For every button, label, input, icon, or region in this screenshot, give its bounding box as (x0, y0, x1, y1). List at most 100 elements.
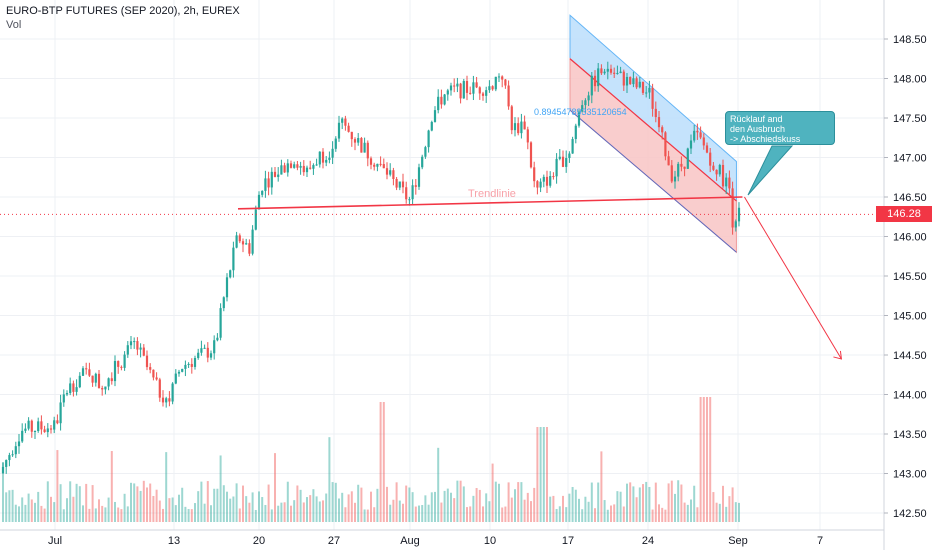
candle-body (155, 377, 158, 380)
candle-body (165, 398, 168, 403)
price-tick-label: 144.50 (893, 350, 927, 362)
candle-body (497, 76, 501, 78)
volume-bar (277, 505, 280, 522)
volume-bar (549, 496, 552, 522)
time-tick-label: 13 (168, 535, 180, 547)
candle-body (337, 122, 341, 139)
volume-bar (190, 509, 193, 522)
volume-bar (389, 504, 392, 522)
volume-bar (11, 489, 14, 522)
volume-bar (446, 488, 449, 522)
candle-body (568, 153, 571, 159)
candle-body (424, 147, 427, 157)
volume-bar (347, 494, 350, 522)
candle-body (305, 167, 309, 173)
candle-body (603, 71, 606, 74)
candle-body (533, 167, 536, 182)
volume-bar (258, 491, 260, 522)
volume-bar (462, 486, 465, 522)
candles (1, 61, 741, 474)
volume-bar (50, 496, 52, 522)
volume-bar (350, 491, 353, 522)
volume-bar (184, 506, 187, 522)
volume-bar (616, 491, 619, 522)
volume-bar (53, 502, 56, 522)
volume-bar (37, 491, 40, 522)
volume-bar (149, 483, 152, 522)
candle-body (229, 270, 232, 278)
candle-body (417, 167, 421, 187)
volume-bar (434, 491, 436, 522)
volume-bar (664, 509, 667, 522)
candle-body (600, 68, 603, 74)
candle-body (721, 164, 725, 187)
volume-bar (254, 509, 257, 522)
volume-bar (168, 498, 171, 522)
candle-body (632, 78, 635, 85)
volume-bar (379, 402, 382, 522)
candle-body (149, 367, 152, 370)
volume-bar (536, 427, 539, 522)
candle-body (549, 176, 552, 186)
candle-body (1, 466, 5, 474)
volume-bar (363, 509, 366, 522)
volume-bar (728, 496, 731, 522)
volume-bar (56, 450, 59, 522)
volume-bar (667, 483, 670, 522)
candle-body (360, 138, 363, 153)
volume-bar (466, 507, 468, 522)
volume-bar (581, 509, 584, 522)
price-tick-label: 148.00 (893, 74, 927, 86)
candle-body (613, 72, 616, 74)
volume-bar (152, 495, 155, 522)
candle-body (309, 167, 312, 169)
candle-body (174, 373, 177, 384)
candle-body (542, 176, 545, 182)
candle-body (590, 75, 593, 96)
volume-bar (642, 484, 644, 522)
volume-bar (590, 482, 593, 522)
candle-body (238, 235, 241, 242)
candle-body (689, 140, 693, 149)
volume-bar (405, 485, 408, 522)
candle-body (453, 85, 456, 87)
candle-body (587, 95, 590, 101)
candle-body (648, 87, 651, 93)
candle-body (686, 148, 689, 169)
candle-body (21, 430, 24, 442)
candle-body (558, 156, 561, 159)
volume-bar (517, 482, 520, 522)
volume-bar (158, 500, 161, 522)
candle-body (520, 121, 523, 134)
volume-bar (40, 505, 43, 522)
candle-body (302, 165, 305, 173)
volume-bar (715, 502, 718, 522)
volume-bar (472, 495, 475, 522)
callout-box[interactable]: Rücklauf and den Ausbruch -> Abschiedsku… (725, 111, 835, 145)
volume-indicator-label: Vol (6, 19, 22, 31)
candle-body (683, 166, 686, 169)
candle-body (478, 87, 481, 94)
candle-body (577, 111, 581, 126)
volume-bar (165, 452, 168, 522)
candle-body (734, 221, 737, 228)
volume-bar (178, 494, 180, 522)
candle-body (414, 185, 417, 187)
candle-body (641, 81, 645, 93)
volume-bar (5, 492, 8, 522)
projection-arrowhead (833, 350, 843, 360)
candle-body (91, 375, 94, 383)
volume-bar (568, 493, 571, 522)
volume-bar (661, 507, 664, 522)
candle-body (161, 397, 165, 403)
candle-body (523, 121, 526, 130)
volume-bar (280, 502, 283, 522)
volume-bar (386, 486, 388, 522)
candle-body (699, 132, 702, 138)
trendline-label: Trendlinie (468, 188, 516, 200)
volume-bar (309, 495, 312, 522)
volume-bar (594, 508, 596, 522)
volume-bar (482, 506, 484, 522)
price-tick-label: 147.50 (893, 113, 927, 125)
